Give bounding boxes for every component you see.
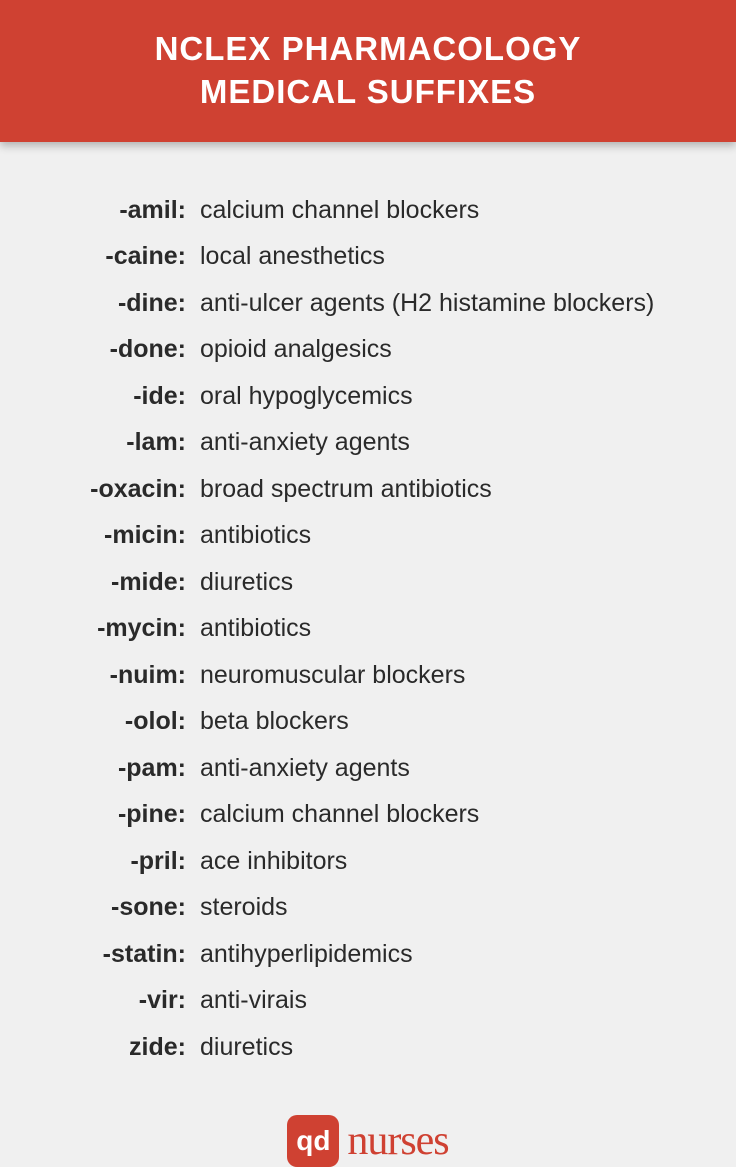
suffix-term: -pam: [40,750,200,788]
suffix-definition: local anesthetics [200,238,385,276]
header-banner: NCLEX PHARMACOLOGY MEDICAL SUFFIXES [0,0,736,142]
suffix-row: -micin: antibiotics [40,517,696,555]
suffix-definition: neuromuscular blockers [200,657,465,695]
suffix-term: -mide: [40,564,200,602]
suffix-term: -done: [40,331,200,369]
suffix-definition: oral hypoglycemics [200,378,413,416]
suffix-definition: diuretics [200,564,293,602]
suffix-row: -lam: anti-anxiety agents [40,424,696,462]
suffix-term: -vir: [40,982,200,1020]
suffix-definition: calcium channel blockers [200,796,479,834]
suffix-list: -amil: calcium channel blockers -caine: … [0,142,736,1096]
suffix-definition: antibiotics [200,610,311,648]
suffix-term: -amil: [40,192,200,230]
suffix-term: -statin: [40,936,200,974]
suffix-term: -mycin: [40,610,200,648]
footer-logo: qd nurses [0,1095,736,1167]
suffix-definition: anti-anxiety agents [200,750,410,788]
suffix-row: -done: opioid analgesics [40,331,696,369]
suffix-definition: antihyperlipidemics [200,936,413,974]
suffix-definition: anti-virais [200,982,307,1020]
suffix-row: -olol: beta blockers [40,703,696,741]
suffix-row: -pine: calcium channel blockers [40,796,696,834]
suffix-definition: ace inhibitors [200,843,347,881]
suffix-term: -ide: [40,378,200,416]
suffix-term: zide: [40,1029,200,1067]
suffix-term: -pine: [40,796,200,834]
logo-badge-icon: qd [287,1115,339,1167]
suffix-term: -lam: [40,424,200,462]
suffix-row: -dine: anti-ulcer agents (H2 histamine b… [40,285,696,323]
suffix-row: -vir: anti-virais [40,982,696,1020]
suffix-row: -amil: calcium channel blockers [40,192,696,230]
suffix-row: -caine: local anesthetics [40,238,696,276]
suffix-row: -ide: oral hypoglycemics [40,378,696,416]
suffix-term: -olol: [40,703,200,741]
suffix-row: -oxacin: broad spectrum antibiotics [40,471,696,509]
suffix-row: -nuim: neuromuscular blockers [40,657,696,695]
suffix-row: -pril: ace inhibitors [40,843,696,881]
suffix-definition: beta blockers [200,703,349,741]
suffix-row: -statin: antihyperlipidemics [40,936,696,974]
suffix-row: -mycin: antibiotics [40,610,696,648]
header-title-line2: MEDICAL SUFFIXES [20,71,716,114]
suffix-term: -sone: [40,889,200,927]
suffix-definition: steroids [200,889,288,927]
header-title-line1: NCLEX PHARMACOLOGY [20,28,716,71]
suffix-definition: calcium channel blockers [200,192,479,230]
suffix-definition: anti-anxiety agents [200,424,410,462]
suffix-definition: broad spectrum antibiotics [200,471,492,509]
suffix-term: -nuim: [40,657,200,695]
suffix-row: -mide: diuretics [40,564,696,602]
suffix-row: -sone: steroids [40,889,696,927]
suffix-term: -oxacin: [40,471,200,509]
suffix-definition: antibiotics [200,517,311,555]
suffix-term: -caine: [40,238,200,276]
suffix-definition: anti-ulcer agents (H2 histamine blockers… [200,285,654,323]
suffix-definition: opioid analgesics [200,331,392,369]
logo-brand-text: nurses [347,1117,448,1165]
suffix-definition: diuretics [200,1029,293,1067]
suffix-row: -pam: anti-anxiety agents [40,750,696,788]
suffix-row: zide: diuretics [40,1029,696,1067]
suffix-term: -micin: [40,517,200,555]
suffix-term: -pril: [40,843,200,881]
suffix-term: -dine: [40,285,200,323]
